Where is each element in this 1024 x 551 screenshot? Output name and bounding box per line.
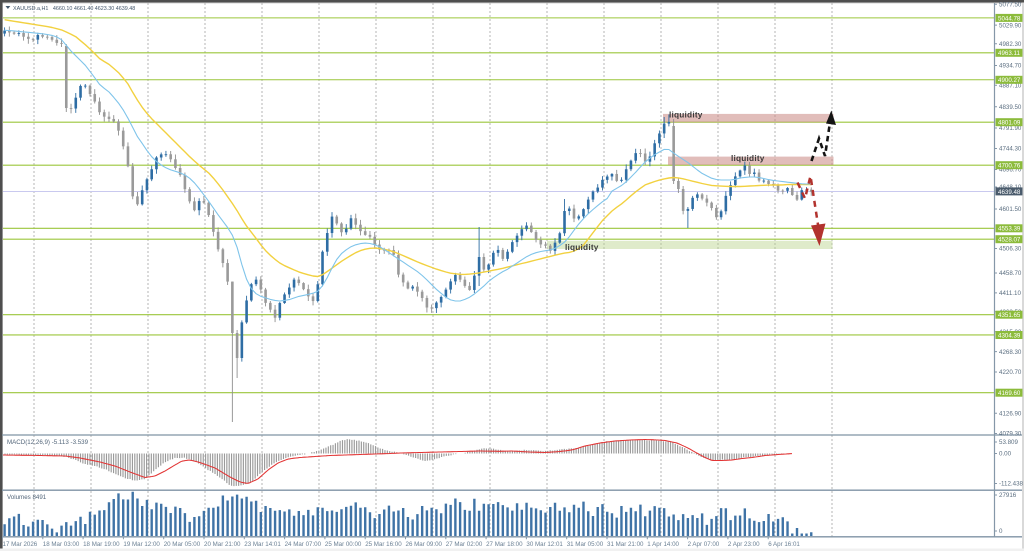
svg-text:liquidity: liquidity [565,242,599,252]
svg-text:4639.48: 4639.48 [998,189,1021,196]
svg-text:2 Apr 23:00: 2 Apr 23:00 [728,541,760,548]
svg-text:18 Mar 19:00: 18 Mar 19:00 [83,541,120,548]
svg-text:27 Mar 18:00: 27 Mar 18:00 [486,541,523,548]
svg-text:4528.07: 4528.07 [998,237,1021,244]
svg-text:4304.39: 4304.39 [998,332,1021,339]
svg-text:5077.50: 5077.50 [999,2,1022,9]
svg-text:Volumes 8491: Volumes 8491 [7,494,47,501]
svg-text:4700.76: 4700.76 [998,163,1021,170]
svg-text:4079.30: 4079.30 [999,431,1022,438]
svg-text:0: 0 [999,528,1003,535]
svg-text:18 Mar 03:00: 18 Mar 03:00 [43,541,80,548]
svg-text:4982.30: 4982.30 [999,41,1022,48]
svg-text:2 Apr 07:00: 2 Apr 07:00 [688,541,720,548]
svg-text:4887.10: 4887.10 [999,83,1022,90]
svg-text:4791.90: 4791.90 [999,125,1022,132]
svg-text:23 Mar 14:01: 23 Mar 14:01 [244,541,281,548]
svg-text:31 Mar 21:00: 31 Mar 21:00 [607,541,644,548]
svg-text:0.00: 0.00 [999,451,1012,458]
svg-text:4506.30: 4506.30 [999,246,1022,253]
svg-text:4601.50: 4601.50 [999,206,1022,213]
svg-text:53.809: 53.809 [999,439,1018,446]
svg-text:27916: 27916 [999,492,1017,499]
svg-text:4220.70: 4220.70 [999,369,1022,376]
svg-text:4839.50: 4839.50 [999,104,1022,111]
svg-text:5044.78: 5044.78 [998,15,1021,22]
svg-text:1 Apr 14:00: 1 Apr 14:00 [647,541,679,548]
svg-text:6 Apr 16:01: 6 Apr 16:01 [768,541,800,548]
svg-text:-112.438: -112.438 [999,481,1024,488]
svg-text:25 Mar 16:00: 25 Mar 16:00 [365,541,402,548]
svg-text:4801.09: 4801.09 [998,120,1021,127]
svg-text:liquidity: liquidity [731,153,765,163]
svg-text:4169.60: 4169.60 [998,390,1021,397]
svg-text:MACD(12,26,9) -5.113 -3.539: MACD(12,26,9) -5.113 -3.539 [7,439,89,446]
svg-text:4744.30: 4744.30 [999,146,1022,153]
svg-text:4458.70: 4458.70 [999,270,1022,277]
svg-text:4351.65: 4351.65 [998,312,1021,319]
svg-text:XAUUSD.a,H1 4660.10 4661.40: XAUUSD.a,H1 4660.10 4661.40 4623.30 4639… [13,6,135,12]
svg-text:4268.30: 4268.30 [999,349,1022,356]
svg-text:4696.70: 4696.70 [999,167,1022,174]
svg-text:liquidity: liquidity [669,110,703,120]
svg-text:4553.39: 4553.39 [998,226,1021,233]
svg-text:31 Mar 05:00: 31 Mar 05:00 [567,541,604,548]
svg-text:19 Mar 12:00: 19 Mar 12:00 [123,541,160,548]
svg-text:4963.11: 4963.11 [998,50,1020,57]
svg-text:4411.10: 4411.10 [999,290,1021,297]
svg-text:20 Mar 21:00: 20 Mar 21:00 [204,541,241,548]
svg-text:4934.70: 4934.70 [999,63,1022,70]
svg-text:26 Mar 09:00: 26 Mar 09:00 [406,541,443,548]
svg-text:17 Mar 2026: 17 Mar 2026 [3,541,38,548]
svg-text:4900.27: 4900.27 [998,77,1021,84]
svg-text:30 Mar 12:01: 30 Mar 12:01 [526,541,563,548]
svg-text:25 Mar 00:00: 25 Mar 00:00 [325,541,362,548]
svg-text:4126.90: 4126.90 [999,411,1022,418]
svg-text:27 Mar 02:00: 27 Mar 02:00 [446,541,483,548]
svg-text:24 Mar 07:00: 24 Mar 07:00 [285,541,322,548]
svg-text:5029.90: 5029.90 [999,22,1022,29]
svg-text:20 Mar 05:00: 20 Mar 05:00 [164,541,201,548]
